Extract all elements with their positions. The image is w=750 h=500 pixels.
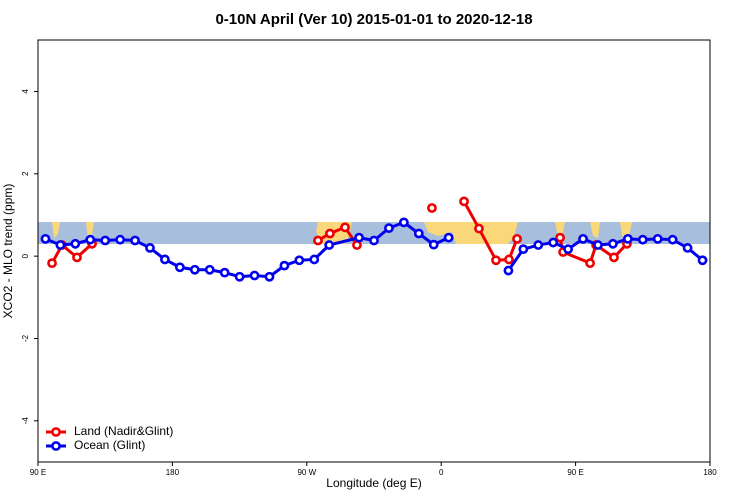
x-tick-label: 90 E	[30, 468, 46, 477]
series-point	[294, 255, 305, 266]
series-point	[503, 265, 514, 276]
series-point	[667, 234, 678, 245]
series-point	[279, 260, 290, 271]
series-point	[85, 234, 96, 245]
y-axis-label: XCO2 - MLO trend (ppm)	[1, 184, 15, 319]
series-point	[72, 252, 82, 263]
series-point	[428, 239, 439, 250]
x-tick-label: 180	[703, 468, 717, 477]
series-point	[309, 254, 320, 265]
series-point	[609, 252, 619, 263]
series-point	[459, 196, 469, 207]
series-point	[130, 235, 140, 246]
series-line	[317, 225, 359, 246]
x-tick-label: 180	[166, 468, 180, 477]
series-point	[313, 235, 323, 246]
series-point	[512, 233, 522, 244]
series-point	[398, 217, 409, 228]
series-point	[174, 262, 185, 273]
land-patch	[52, 222, 60, 238]
series-point	[100, 235, 111, 246]
land-patch	[555, 222, 565, 236]
series-point	[204, 264, 215, 275]
series-point	[548, 237, 559, 248]
series-point	[608, 238, 618, 249]
series-point	[369, 235, 379, 246]
series-point	[55, 240, 66, 250]
series-point	[324, 240, 335, 250]
series-point	[697, 255, 708, 266]
series-line	[50, 242, 94, 264]
series-point	[443, 232, 454, 243]
series-point	[637, 234, 648, 245]
x-tick-label: 0	[439, 468, 444, 477]
series-point	[533, 240, 544, 250]
y-tick-label: 2	[21, 171, 30, 176]
land-patch	[424, 222, 518, 244]
legend-swatch-point	[51, 441, 61, 451]
series-point	[352, 240, 362, 250]
series-point	[563, 244, 574, 255]
series-point	[145, 243, 155, 253]
series-point	[340, 222, 350, 233]
series-point	[413, 228, 424, 239]
series-point	[518, 244, 529, 255]
x-axis-label: Longitude (deg E)	[326, 476, 421, 490]
chart-title: 0-10N April (Ver 10) 2015-01-01 to 2020-…	[215, 11, 532, 28]
series-point	[555, 232, 565, 243]
series-point	[40, 233, 51, 244]
series-point	[585, 258, 595, 269]
series-point	[427, 203, 437, 213]
series-point	[234, 271, 245, 282]
map-background	[38, 222, 710, 244]
legend-label: Land (Nadir&Glint)	[74, 424, 173, 438]
series-point	[264, 271, 275, 282]
y-tick-label: -2	[21, 334, 30, 342]
series-point	[354, 232, 364, 243]
series-point	[189, 264, 200, 275]
series-point	[491, 255, 501, 266]
series-point	[115, 234, 126, 245]
ocean-band	[38, 222, 710, 244]
legend-label: Ocean (Glint)	[74, 438, 145, 452]
series-point	[652, 233, 663, 244]
series-point	[70, 238, 81, 249]
x-tick-label: 90 E	[567, 468, 583, 477]
series-point	[593, 240, 603, 250]
land-patch	[590, 222, 600, 238]
series-point	[504, 254, 514, 265]
y-tick-label: 0	[21, 253, 30, 258]
legend-swatch-point	[51, 427, 61, 437]
series-point	[160, 254, 170, 265]
series-point	[682, 243, 693, 253]
y-tick-label: -4	[21, 417, 30, 425]
series-point	[325, 228, 335, 239]
legend: Land (Nadir&Glint)Ocean (Glint)	[46, 424, 173, 452]
series-point	[249, 270, 260, 281]
series-point	[578, 233, 588, 244]
series-point	[47, 258, 57, 269]
y-tick-label: 4	[21, 89, 30, 94]
series-point	[219, 267, 230, 278]
plot-frame	[37, 39, 711, 463]
series-point	[474, 223, 484, 234]
x-tick-label: 90 W	[297, 468, 316, 477]
series-point	[622, 233, 633, 244]
series-point	[384, 223, 394, 234]
